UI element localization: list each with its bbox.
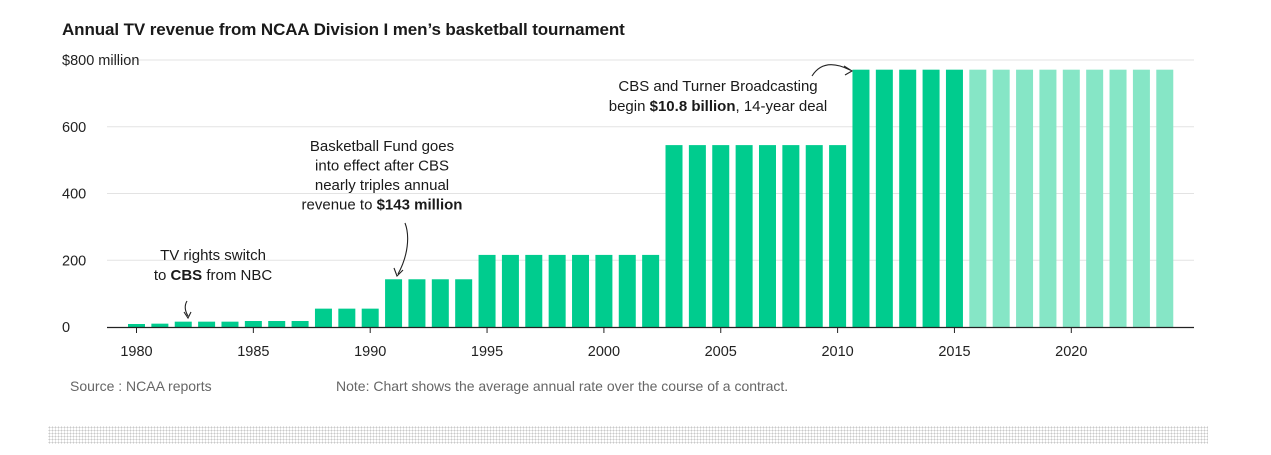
y-tick-label: 0 xyxy=(62,320,70,336)
bar-2024 xyxy=(1156,69,1174,328)
bar-2022 xyxy=(1109,69,1127,328)
bar-2012 xyxy=(875,69,893,328)
arrowhead xyxy=(183,311,192,320)
chart-title: Annual TV revenue from NCAA Division I m… xyxy=(62,20,625,39)
bar-1993 xyxy=(431,279,449,327)
bar-1995 xyxy=(478,254,496,327)
bar-2016 xyxy=(969,69,987,328)
bar-2010 xyxy=(829,145,847,327)
arrowhead xyxy=(393,267,404,277)
bars xyxy=(128,69,1174,328)
bar-2021 xyxy=(1086,69,1104,328)
bar-2006 xyxy=(735,145,753,327)
x-tick-label: 1995 xyxy=(471,344,503,360)
bar-2015 xyxy=(945,69,963,328)
annotations: TV rights switch to CBS from NBC Basketbal… xyxy=(154,64,854,320)
bar-1989 xyxy=(338,308,356,327)
bar-1990 xyxy=(361,308,379,327)
axes: 0 200 400 600 $800 million 1980 1985 1990 1995 20… xyxy=(62,53,1194,360)
bar-2017 xyxy=(992,69,1010,328)
x-tick-label: 1990 xyxy=(354,344,386,360)
bar-2003 xyxy=(665,145,683,327)
chart-note: Note: Chart shows the average annual rat… xyxy=(336,378,789,394)
bar-2000 xyxy=(595,254,613,327)
bar-1983 xyxy=(198,321,216,327)
bar-2020 xyxy=(1062,69,1080,328)
bar-1992 xyxy=(408,279,426,327)
bar-1998 xyxy=(548,254,566,327)
bar-2009 xyxy=(805,145,823,327)
bar-2023 xyxy=(1132,69,1150,328)
x-tick-label: 2005 xyxy=(705,344,737,360)
bar-2007 xyxy=(758,145,776,327)
bar-1999 xyxy=(572,254,590,327)
bar-2001 xyxy=(618,254,636,327)
bar-1985 xyxy=(244,320,262,327)
bar-2013 xyxy=(899,69,917,328)
x-tick-label: 1985 xyxy=(237,344,269,360)
dotted-divider xyxy=(48,426,1208,444)
bar-1986 xyxy=(268,320,286,327)
bar-1981 xyxy=(151,323,169,327)
bar-2011 xyxy=(852,69,870,328)
annotation-arrow xyxy=(397,222,409,275)
bar-2002 xyxy=(642,254,660,327)
bar-1991 xyxy=(385,279,403,327)
x-tick-label: 2015 xyxy=(938,344,970,360)
source-note: Source : NCAA reports xyxy=(70,378,212,394)
bar-1984 xyxy=(221,321,239,327)
bar-2008 xyxy=(782,145,800,327)
bar-2005 xyxy=(712,145,730,327)
bar-1987 xyxy=(291,320,309,327)
x-tick-label: 2000 xyxy=(588,344,620,360)
bar-1982 xyxy=(174,321,192,327)
y-tick-label: 600 xyxy=(62,120,86,136)
bar-1980 xyxy=(128,323,145,327)
y-tick-label: 200 xyxy=(62,253,86,269)
bar-1988 xyxy=(314,308,332,327)
y-tick-label: $800 million xyxy=(62,53,139,69)
x-tick-label: 2010 xyxy=(821,344,853,360)
bar-2019 xyxy=(1039,69,1057,328)
annotation-arrow xyxy=(184,300,189,317)
bar-2014 xyxy=(922,69,940,328)
bar-2018 xyxy=(1016,69,1034,328)
x-tick-label: 1980 xyxy=(120,344,152,360)
bar-1996 xyxy=(501,254,519,327)
annotation-text: Basketball Fund goes into effect after CB… xyxy=(302,138,463,214)
y-tick-label: 400 xyxy=(62,187,86,203)
annotation-text: TV rights switch to CBS from NBC xyxy=(154,247,273,284)
annotation-arrow xyxy=(811,64,851,77)
bar-1994 xyxy=(455,279,473,327)
arrowhead xyxy=(843,65,854,76)
annotation-text: CBS and Turner Broadcasting begin $10.8 b… xyxy=(609,78,827,115)
bar-1997 xyxy=(525,254,543,327)
x-tick-label: 2020 xyxy=(1055,344,1087,360)
bar-2004 xyxy=(688,145,706,327)
